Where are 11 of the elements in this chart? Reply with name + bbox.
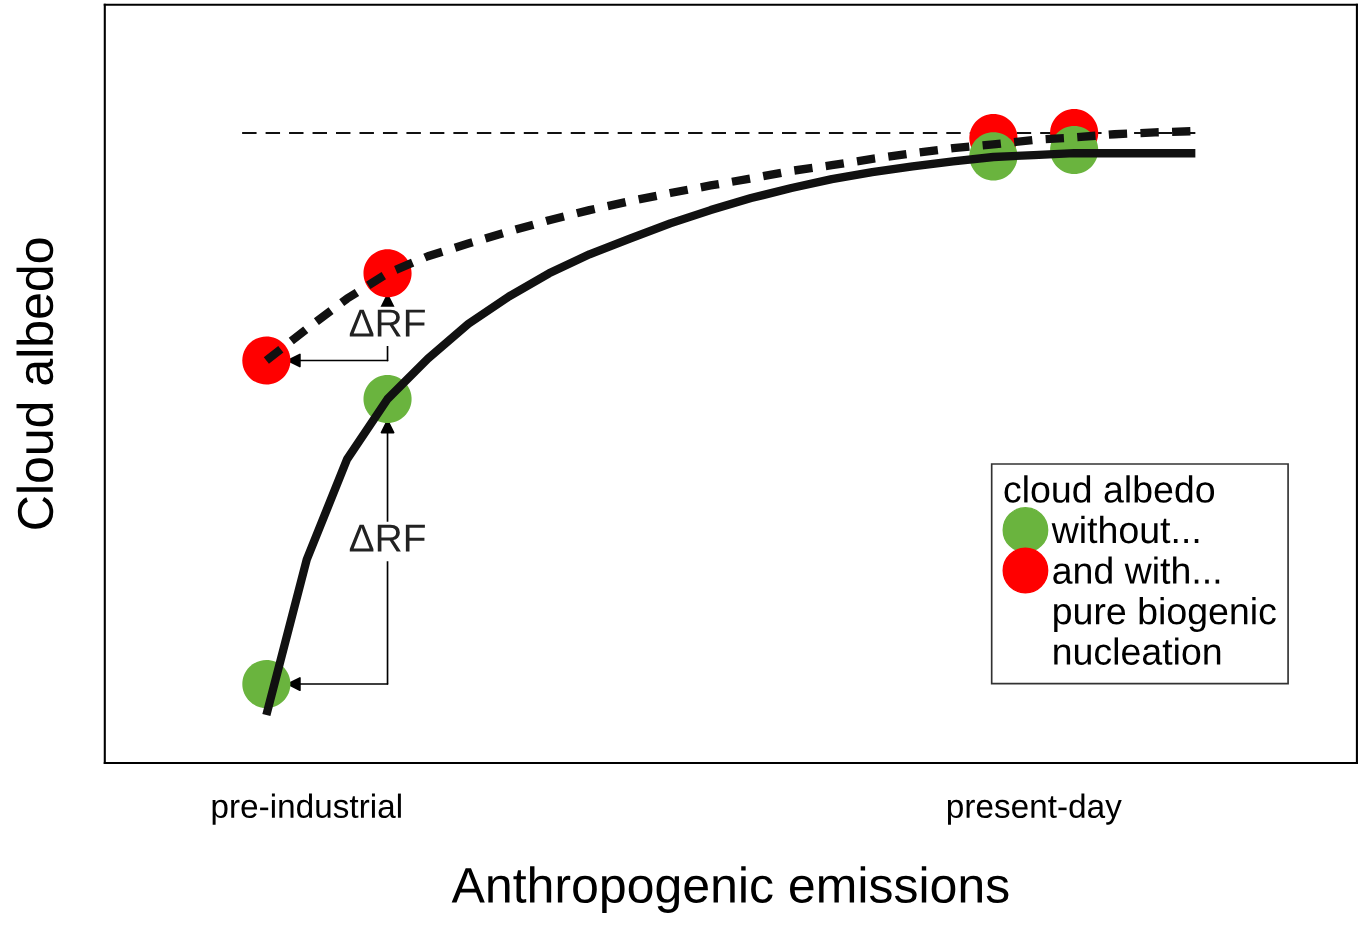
x-tick-label: pre-industrial (212, 793, 401, 825)
legend-title: cloud albedo (1004, 475, 1215, 503)
x-tick-label: present-day (947, 793, 1122, 825)
annotation: pure biogenic nucleation (1054, 597, 1276, 665)
y-axis-title: Cloud albedo (16, 238, 54, 529)
x-axis-title: Anthropogenic emissions (451, 866, 1009, 913)
annotation: ΔRF (349, 524, 425, 552)
legend-label: without... (1051, 515, 1199, 544)
legend-label: and with... (1053, 556, 1220, 584)
point (242, 336, 291, 385)
annotation: ΔRF (349, 309, 425, 337)
